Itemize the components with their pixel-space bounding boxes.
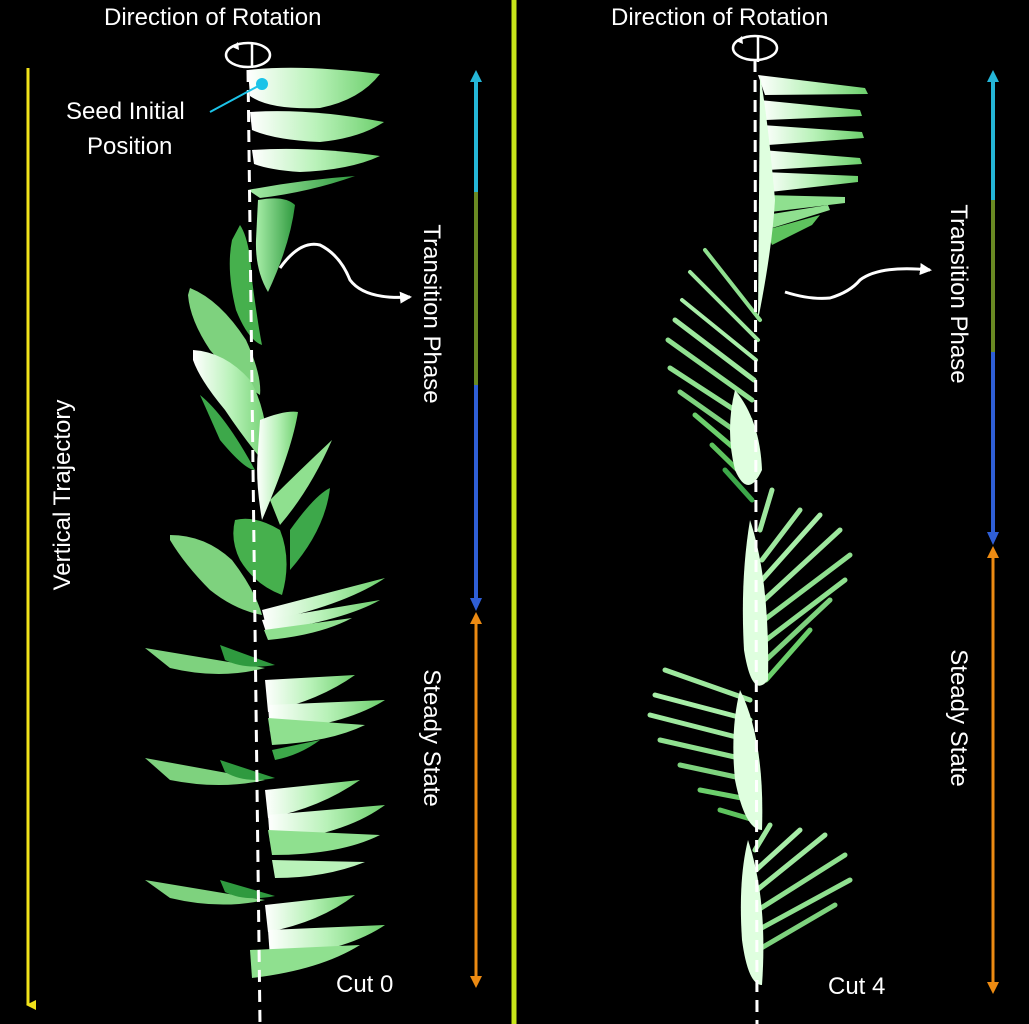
right-transition-label: Transition Phase [945,204,972,384]
seed-label-line1: Seed Initial [66,98,185,125]
right-rotation-direction-icon [731,34,779,62]
right-steady-label: Steady State [945,649,972,787]
steady-cluster-1 [145,578,385,760]
vertical-trajectory-label: Vertical Trajectory [49,399,76,591]
left-cut-label: Cut 0 [336,971,394,998]
left-seed-wings [145,67,385,978]
right-transition-pointer [784,263,932,300]
left-transition-pointer [278,242,412,304]
right-title: Direction of Rotation [611,4,829,31]
left-phase-arrows [470,70,482,988]
right-cut-label: Cut 4 [828,973,886,1000]
right-axis [753,59,759,1024]
steady-cluster-3 [145,880,385,978]
seed-initial-dot [256,78,268,90]
left-title: Direction of Rotation [104,4,322,31]
left-steady-label: Steady State [418,669,445,807]
right-phase-arrows [987,70,999,994]
seed-leader-line [209,83,263,113]
rotation-direction-icon [224,41,272,69]
left-transition-label: Transition Phase [418,224,445,404]
right-seed-wings [647,75,868,985]
seed-label-line2: Position [87,133,173,160]
steady-cluster-2 [145,758,385,878]
